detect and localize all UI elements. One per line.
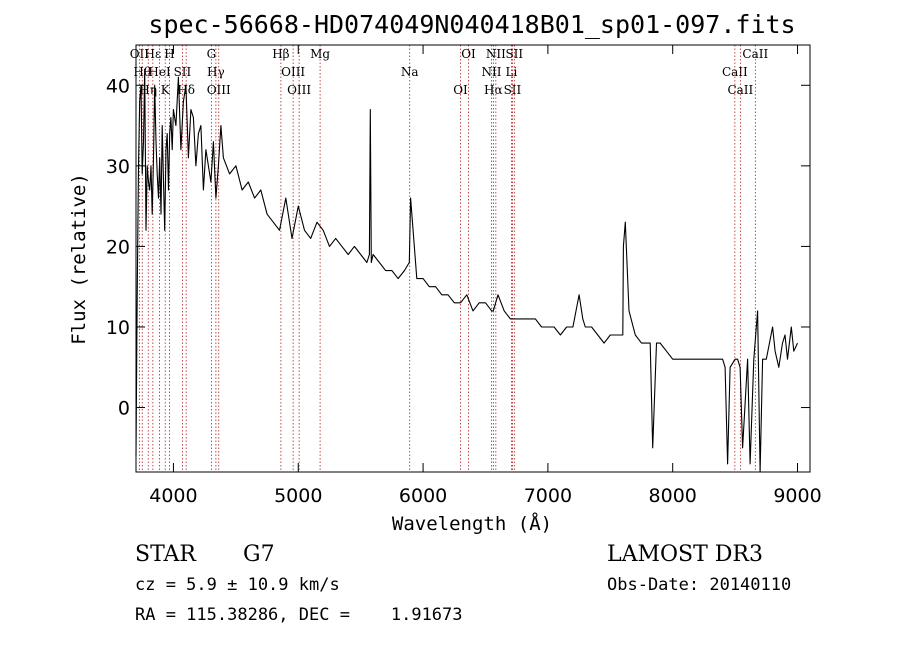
spectrum-line [135, 68, 799, 473]
y-tick-label: 0 [118, 398, 130, 420]
marker-label: NII [486, 47, 506, 61]
y-tick-label: 30 [106, 156, 130, 178]
x-tick-label: 8000 [649, 485, 697, 507]
marker-label: Hθ [133, 65, 151, 79]
marker-label: OIII [207, 83, 231, 97]
y-tick-label: 20 [106, 236, 130, 258]
axis-ticks: 4000 5000 6000 7000 8000 9000 0 10 20 30 40 [106, 45, 822, 507]
marker-label: OI [453, 83, 468, 97]
x-tick-label: 5000 [274, 485, 322, 507]
x-axis-label: Wavelength (Å) [392, 512, 552, 535]
object-subclass: G7 [243, 542, 275, 567]
marker-label: CaII [742, 47, 768, 61]
x-tick-label: 6000 [399, 485, 447, 507]
x-tick-label: 7000 [524, 485, 572, 507]
spectrum-series [135, 68, 799, 473]
coords-text: RA = 115.38286, DEC = 1.91673 [135, 605, 463, 625]
y-axis-label: Flux (relative) [68, 173, 90, 345]
marker-label: Li [506, 65, 518, 79]
marker-label: SII [505, 47, 523, 61]
marker-label: Hε [145, 47, 162, 61]
plot-frame [135, 44, 811, 473]
redshift-text: cz = 5.9 ± 10.9 km/s [135, 575, 340, 595]
marker-label: G [207, 47, 217, 61]
marker-label: Hα [484, 83, 503, 97]
survey-name: LAMOST DR3 [607, 542, 763, 567]
marker-label: Hβ [272, 47, 289, 61]
marker-label: K [161, 83, 171, 97]
x-tick-label: 4000 [149, 485, 197, 507]
marker-label: SII [504, 83, 522, 97]
marker-label: CaII [727, 83, 753, 97]
y-tick-label: 40 [106, 75, 130, 97]
marker-label: CaII [722, 65, 748, 79]
marker-label: OI [461, 47, 476, 61]
marker-label: NII [481, 65, 501, 79]
y-tick-label: 10 [106, 317, 130, 339]
marker-label: H [164, 47, 174, 61]
marker-label: Hγ [207, 65, 225, 79]
object-class: STAR [135, 542, 197, 567]
marker-label: OII [130, 47, 150, 61]
obs-date-text: Obs-Date: 20140110 [607, 575, 791, 595]
chart-title: spec-56668-HD074049N040418B01_sp01-097.f… [148, 10, 795, 39]
marker-label: OIII [287, 83, 311, 97]
marker-label: HeI [148, 65, 171, 79]
marker-label: Mg [310, 47, 330, 61]
marker-label: Na [401, 65, 419, 79]
x-tick-label: 9000 [773, 485, 821, 507]
marker-label: OIII [281, 65, 305, 79]
marker-label: SII [174, 65, 192, 79]
spectral-line-markers: OIIHθHηHεHeIKHSIIHδGHγOIIIHβOIIIOIIIMgNa… [130, 45, 768, 472]
